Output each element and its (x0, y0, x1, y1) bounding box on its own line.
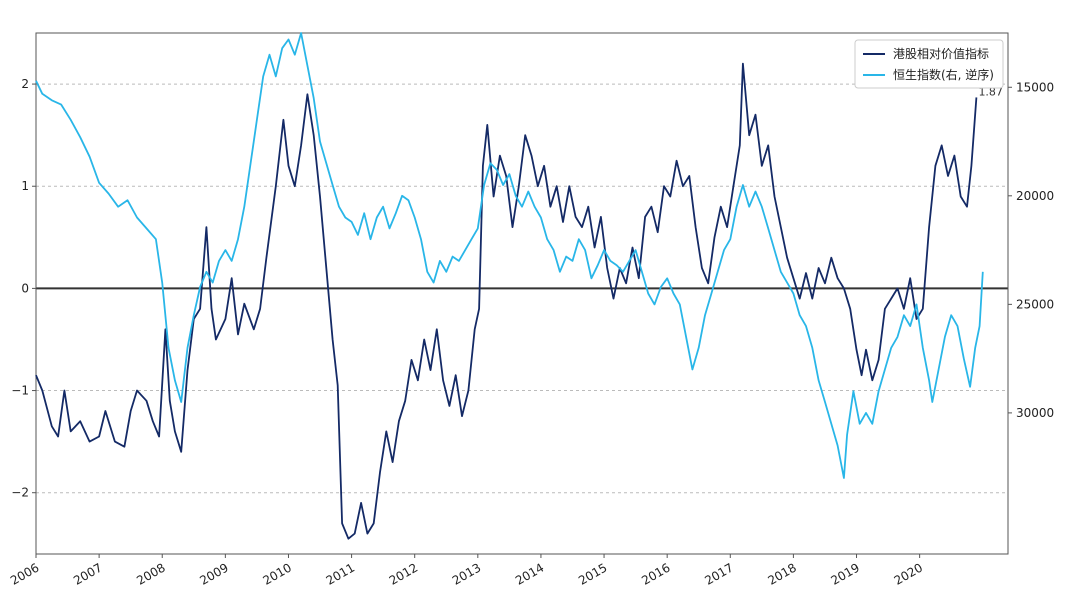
x-tick-label-10: 2016 (639, 560, 672, 587)
left-tick-label-1: −1 (11, 384, 29, 398)
right-tick-label-1: 20000 (1016, 189, 1054, 203)
legend-box (854, 39, 1004, 89)
right-tick-label-2: 25000 (1016, 297, 1054, 311)
end-value-annotation: 1.87 (978, 85, 1003, 98)
x-tick-label-4: 2010 (261, 560, 294, 587)
axes-layer (32, 32, 1012, 558)
left-tick-label-4: 2 (21, 77, 29, 91)
series-line-0 (35, 62, 978, 540)
x-tick-label-1: 2007 (71, 560, 104, 587)
x-tick-label-2: 2008 (134, 560, 167, 587)
left-tick-label-2: 0 (21, 281, 29, 295)
x-tick-label-13: 2019 (829, 560, 862, 587)
x-tick-label-7: 2013 (450, 560, 483, 587)
x-tick-label-0: 2006 (8, 560, 41, 587)
x-tick-label-14: 2020 (892, 560, 925, 587)
right-tick-label-3: 30000 (1016, 406, 1054, 420)
left-tick-label-0: −2 (11, 486, 29, 500)
x-tick-label-12: 2018 (765, 560, 798, 587)
right-tick-label-0: 15000 (1016, 80, 1054, 94)
x-tick-label-8: 2014 (513, 560, 546, 587)
series-line-1 (35, 32, 984, 479)
x-tick-label-11: 2017 (702, 560, 735, 587)
x-tick-label-5: 2011 (324, 560, 357, 587)
series-layer (35, 32, 984, 540)
x-tick-label-9: 2015 (576, 560, 609, 587)
x-tick-label-6: 2012 (387, 560, 420, 587)
left-tick-label-3: 1 (21, 179, 29, 193)
plot-frame (35, 32, 1009, 555)
legend-label-1: 恒生指数(右, 逆序) (893, 67, 994, 82)
grid-layer (36, 83, 1008, 494)
x-tick-label-3: 2009 (197, 560, 230, 587)
legend-label-0: 港股相对价值指标 (893, 46, 989, 61)
